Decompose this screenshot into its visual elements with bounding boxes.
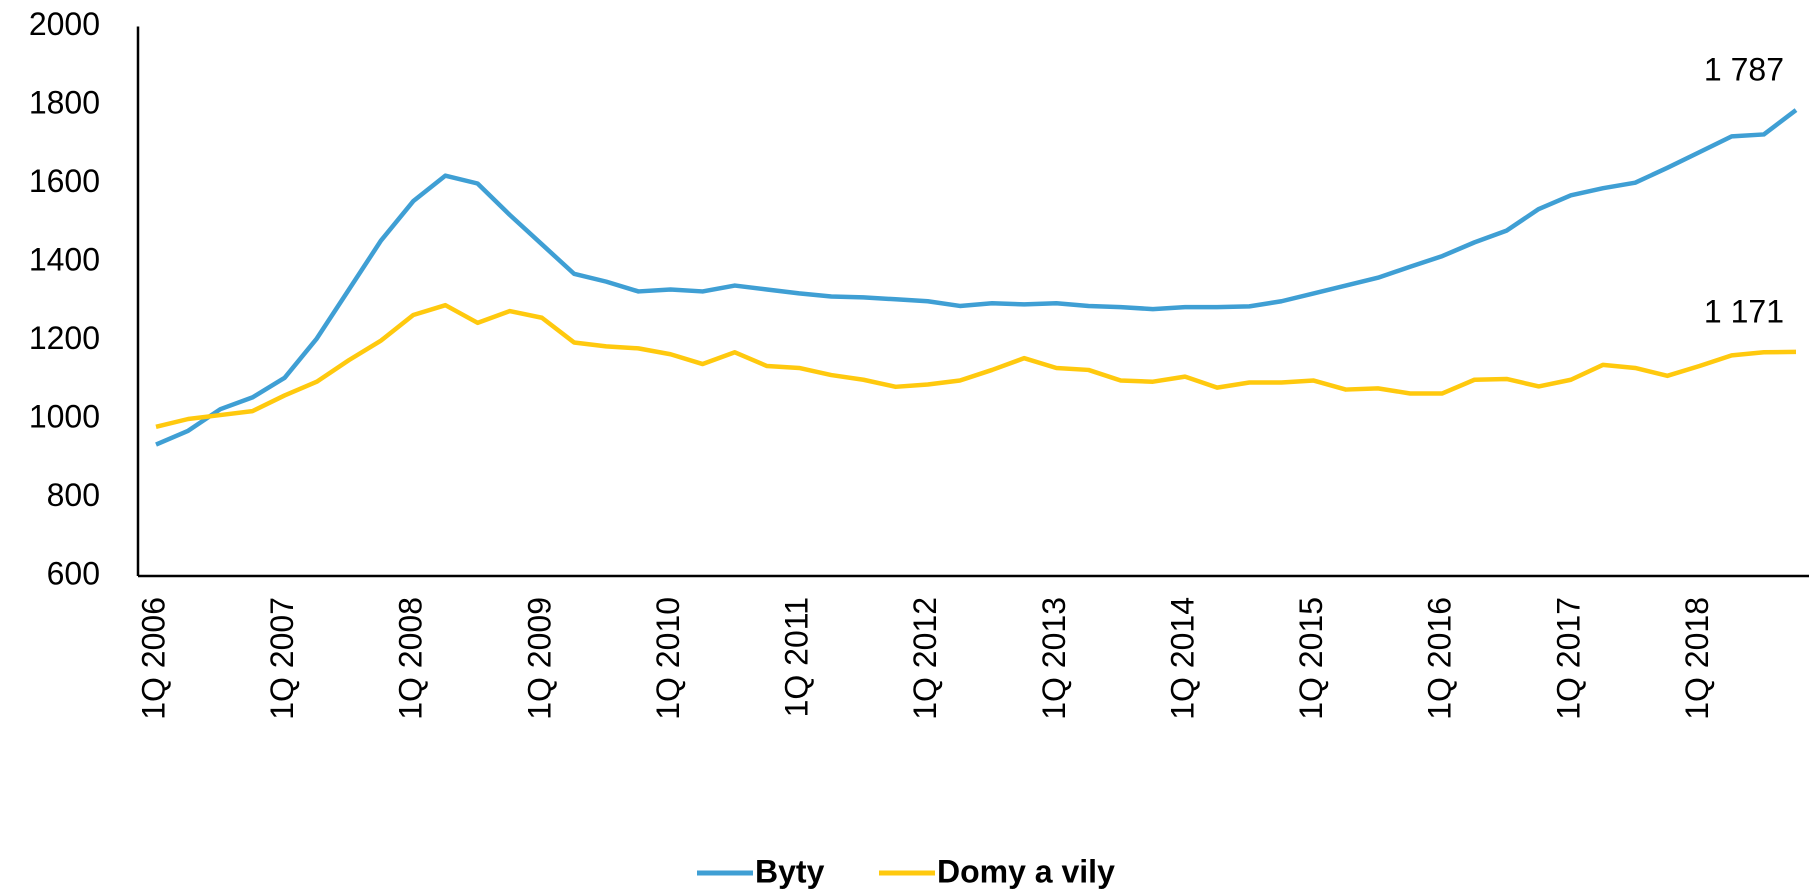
y-tick-label: 1200 [29, 320, 100, 356]
series-line [155, 108, 1798, 447]
data-label: 1 171 [1704, 293, 1784, 329]
series-line [155, 302, 1797, 430]
x-tick-label: 1Q 2009 [521, 597, 557, 720]
legend-label: Domy a vily [937, 853, 1115, 889]
y-tick-label: 600 [47, 555, 100, 591]
x-tick-label: 1Q 2017 [1550, 597, 1586, 720]
x-tick-label: 1Q 2016 [1422, 597, 1458, 720]
y-tick-label: 1800 [29, 84, 100, 120]
y-tick-label: 1000 [29, 398, 100, 434]
x-tick-label: 1Q 2007 [264, 597, 300, 720]
x-tick-label: 1Q 2010 [650, 597, 686, 720]
y-tick-label: 800 [47, 477, 100, 513]
y-tick-label: 1600 [29, 163, 100, 199]
x-tick-label: 1Q 2011 [779, 597, 815, 717]
x-tick-label: 1Q 2008 [393, 597, 429, 720]
x-tick-label: 1Q 2015 [1293, 597, 1329, 720]
x-tick-label: 1Q 2018 [1679, 597, 1715, 720]
x-tick-label: 1Q 2006 [135, 597, 171, 720]
x-tick-label: 1Q 2012 [907, 597, 943, 720]
x-tick-label: 1Q 2014 [1164, 597, 1200, 720]
data-label: 1 787 [1704, 52, 1784, 88]
y-tick-label: 2000 [29, 6, 100, 42]
y-tick-label: 1400 [29, 241, 100, 277]
x-tick-label: 1Q 2013 [1036, 597, 1072, 720]
legend-label: Byty [755, 853, 825, 889]
